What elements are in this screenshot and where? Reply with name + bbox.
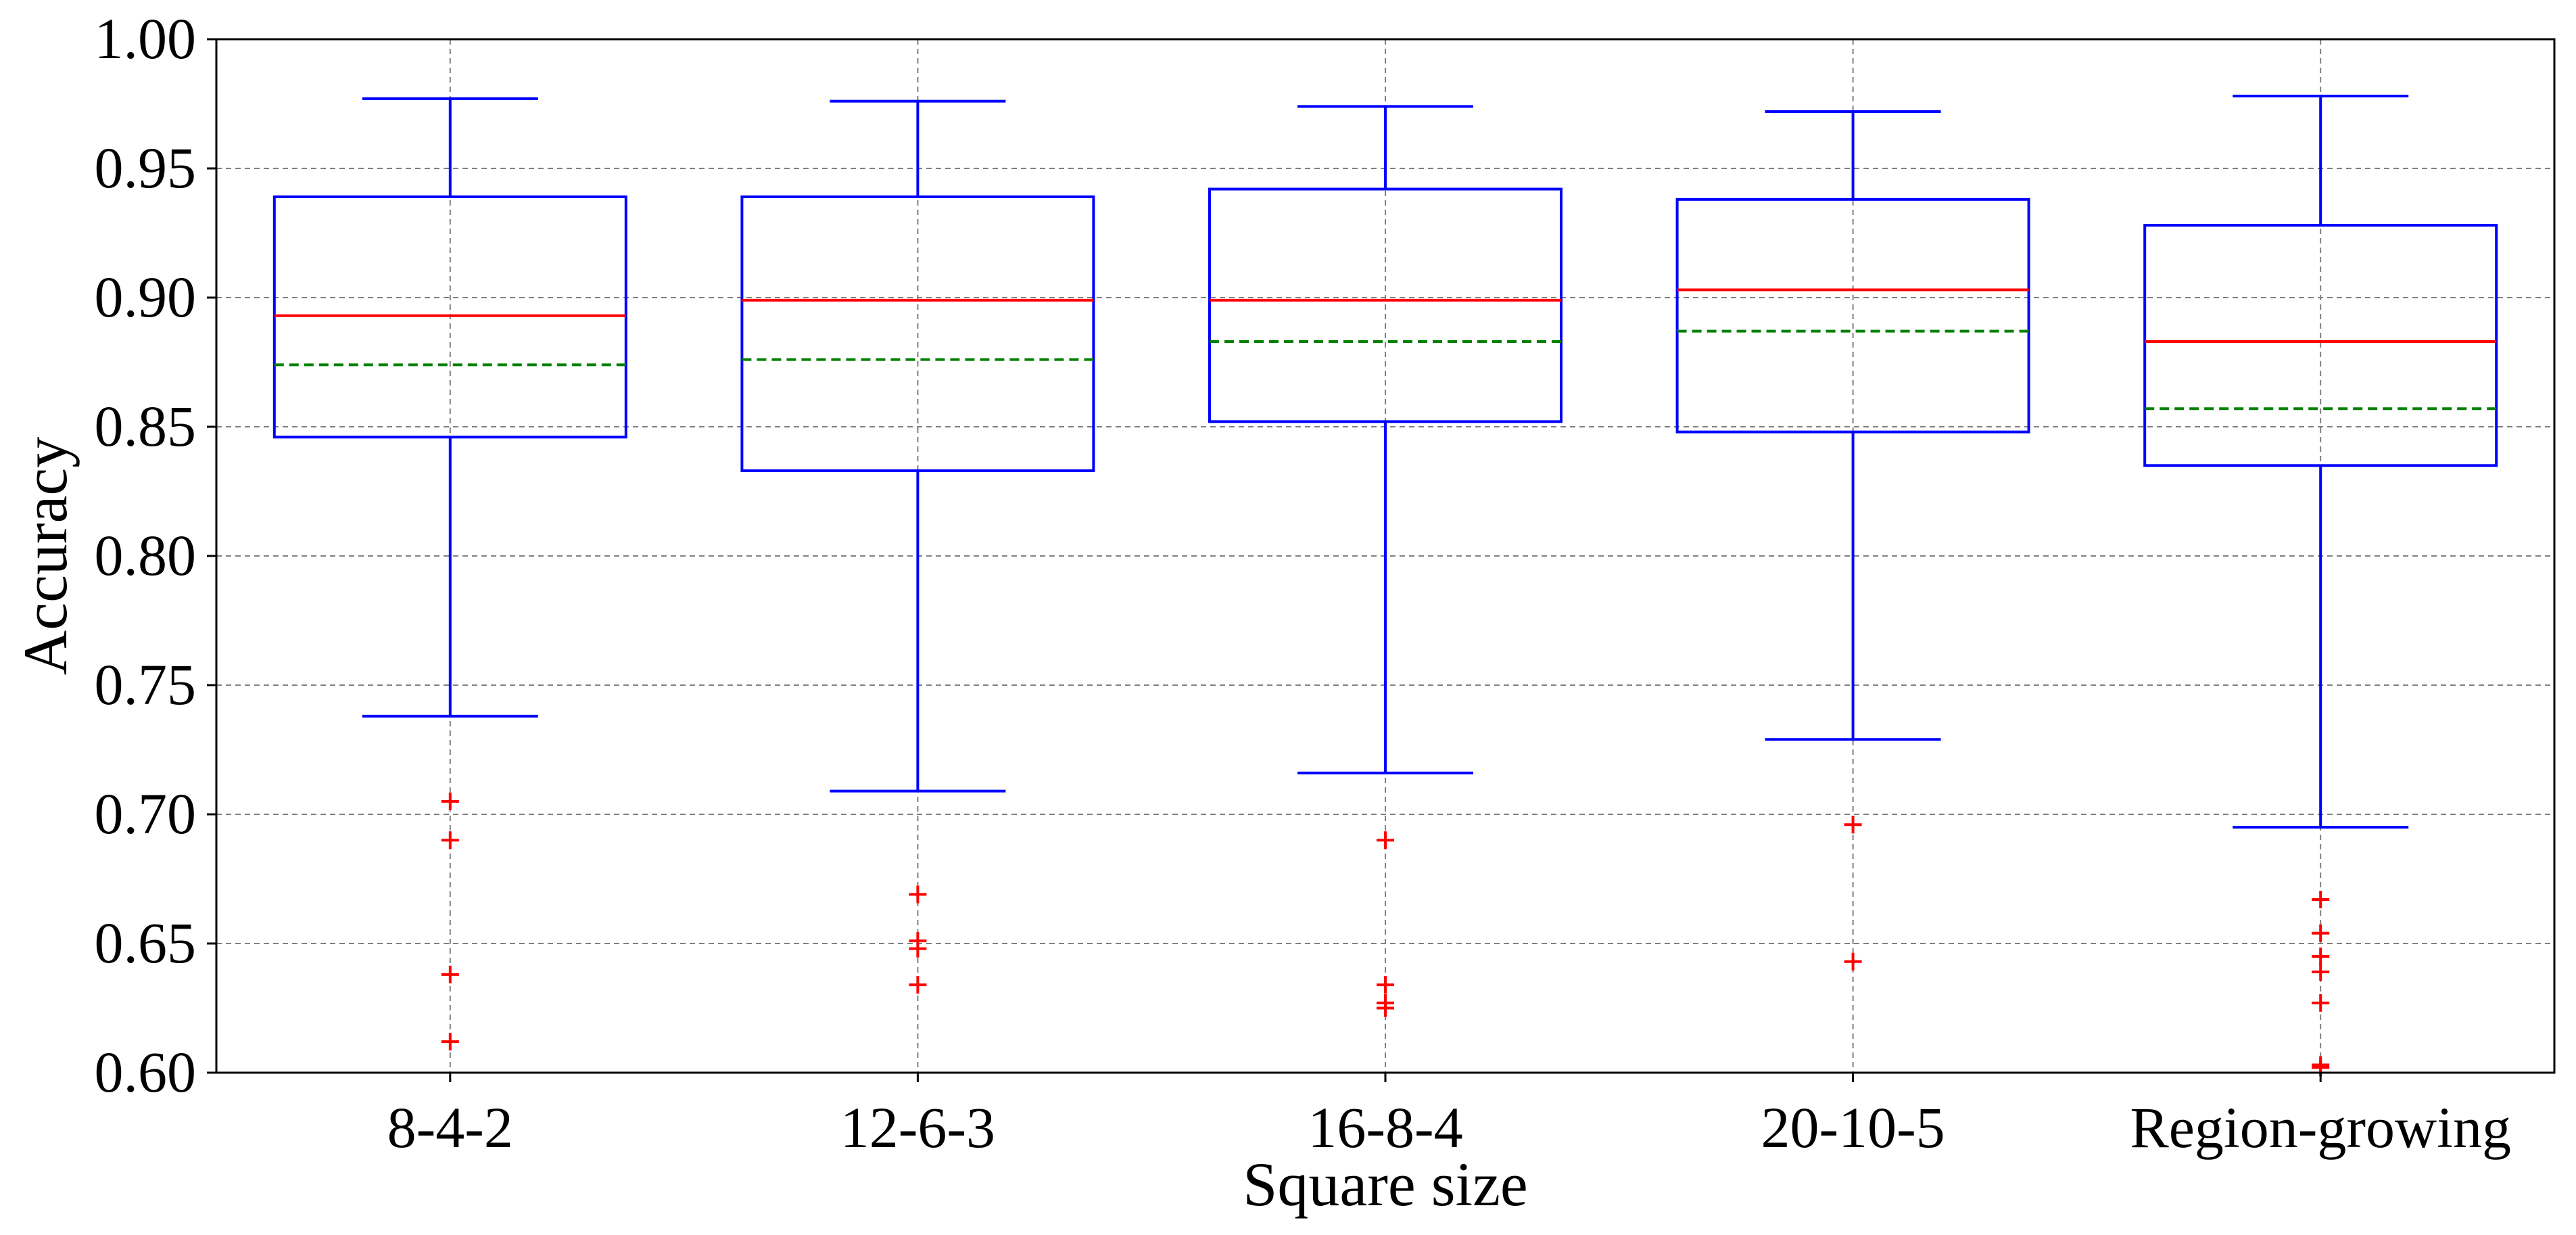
outlier-point xyxy=(441,965,459,983)
x-axis-ticks: 8-4-2 12-6-3 16-8-4 20-10-5 Region-growing xyxy=(387,1073,2511,1160)
box-8-4-2 xyxy=(272,97,627,1051)
iqr-box xyxy=(1208,187,1563,423)
y-tick-label: 0.90 xyxy=(95,264,197,329)
outlier-point xyxy=(2312,948,2330,966)
y-tick-label: 0.95 xyxy=(95,135,197,200)
box-region-growing xyxy=(2143,95,2498,1077)
outlier-point xyxy=(909,976,927,994)
outlier-point xyxy=(909,939,927,958)
outlier-point xyxy=(909,885,927,904)
y-tick-label: 0.80 xyxy=(95,523,197,588)
iqr-box xyxy=(740,195,1095,472)
y-tick-label: 0.60 xyxy=(95,1040,197,1104)
outlier-point xyxy=(1377,999,1394,1017)
outlier-point xyxy=(2312,891,2330,909)
outlier-point xyxy=(441,831,459,849)
y-tick-label: 0.75 xyxy=(95,652,197,717)
outlier-point xyxy=(2312,994,2330,1012)
x-axis-title: Square size xyxy=(1243,1150,1528,1219)
x-tick-label: 20-10-5 xyxy=(1761,1095,1945,1160)
x-tick-label: 16-8-4 xyxy=(1308,1095,1462,1160)
outlier-point xyxy=(1844,816,1862,834)
x-tick-label: Region-growing xyxy=(2130,1095,2511,1160)
y-axis-ticks: 0.60 0.65 0.70 0.75 0.80 0.85 0.90 0.95 1.00 xyxy=(95,6,216,1104)
y-tick-label: 0.70 xyxy=(95,781,197,846)
y-tick-label: 0.85 xyxy=(95,394,197,459)
x-tick-label: 12-6-3 xyxy=(840,1095,995,1160)
outlier-point xyxy=(441,792,459,810)
iqr-box xyxy=(2143,224,2498,467)
outlier-point xyxy=(2312,963,2330,981)
outlier-point xyxy=(1377,976,1394,994)
y-tick-label: 1.00 xyxy=(95,6,197,71)
outlier-point xyxy=(1844,952,1862,971)
y-axis-title: Accuracy xyxy=(11,437,80,675)
box-20-10-5 xyxy=(1675,110,2030,971)
iqr-box xyxy=(1675,197,2030,434)
plot-area xyxy=(272,95,2498,1077)
outlier-point xyxy=(1377,831,1394,849)
box-16-8-4 xyxy=(1208,105,1563,1017)
outlier-point xyxy=(441,1033,459,1051)
x-tick-label: 8-4-2 xyxy=(387,1095,513,1160)
box-12-6-3 xyxy=(740,99,1095,994)
y-tick-label: 0.65 xyxy=(95,910,197,975)
outlier-point xyxy=(2312,924,2330,942)
